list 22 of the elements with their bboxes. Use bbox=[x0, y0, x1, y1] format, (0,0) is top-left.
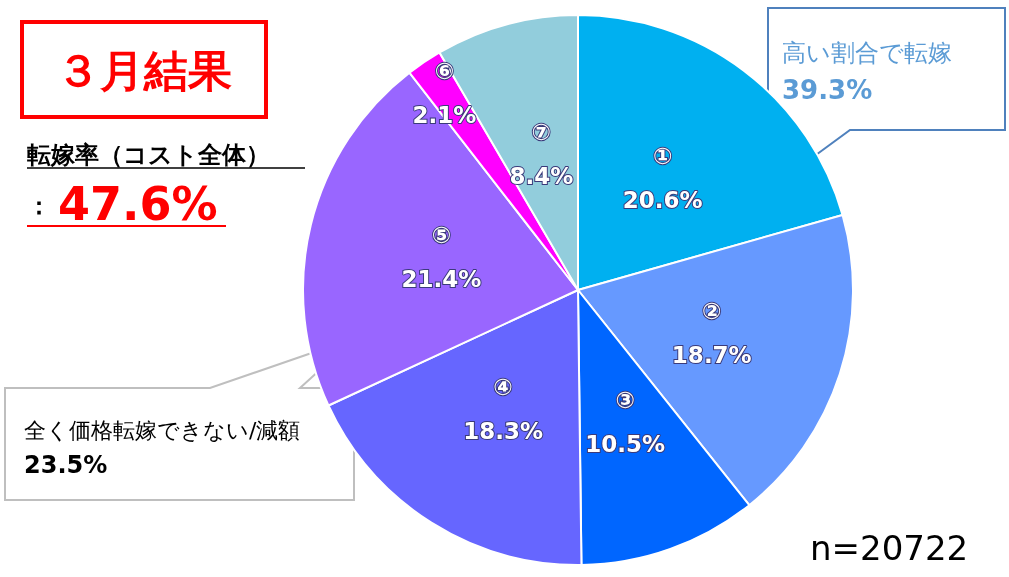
text: 高い割合で転嫁 bbox=[782, 39, 952, 67]
data-label: 21.4% bbox=[401, 265, 482, 292]
data-label: 18.3% bbox=[463, 417, 543, 444]
slice-label: ② bbox=[702, 298, 722, 324]
text: 全く価格転嫁できない/減額 bbox=[24, 417, 301, 443]
text: ： bbox=[27, 192, 51, 220]
slice-label: ④ bbox=[493, 373, 513, 400]
text: 47.6% bbox=[58, 177, 218, 231]
text: ３月結果 bbox=[56, 44, 232, 96]
text: n=20722 bbox=[810, 528, 969, 568]
text: 転嫁率（コスト全体） bbox=[27, 141, 270, 169]
slice-label: ⑤ bbox=[431, 221, 452, 248]
slice-label: ③ bbox=[615, 387, 635, 414]
data-label: 10.5% bbox=[585, 431, 666, 458]
slice-label: ⑦ bbox=[531, 119, 552, 146]
text: 23.5% bbox=[24, 451, 108, 479]
data-label: 20.6% bbox=[622, 186, 703, 213]
text: 39.3% bbox=[782, 75, 873, 105]
data-label: 8.4% bbox=[509, 163, 574, 190]
data-label: 18.7% bbox=[671, 342, 752, 368]
slice-label: ① bbox=[652, 142, 673, 169]
data-label: 2.1% bbox=[412, 101, 477, 128]
